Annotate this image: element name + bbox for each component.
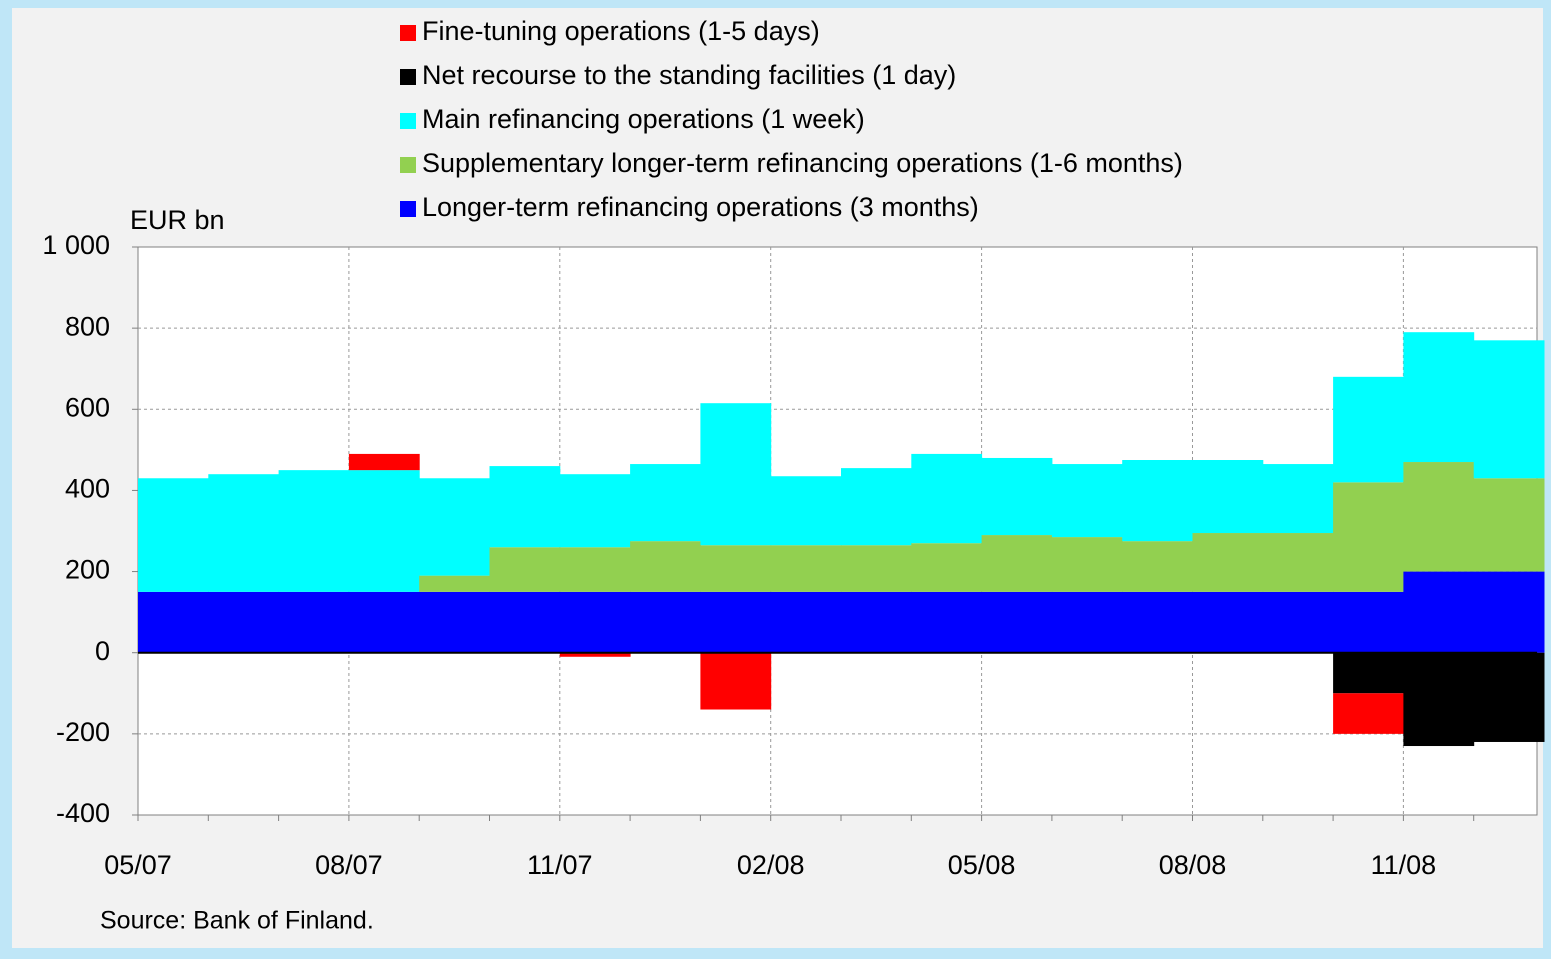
y-tick-label: 400 (65, 474, 110, 504)
bar-segment (1192, 533, 1264, 592)
bar-segment (559, 591, 631, 653)
bar-segment (559, 474, 631, 548)
bar-segment (1403, 652, 1475, 747)
x-tick-label: 02/08 (737, 850, 805, 880)
bar-segment (630, 591, 701, 653)
bar-segment (630, 464, 701, 542)
y-tick-label: 1 000 (42, 230, 110, 260)
bar-segment (700, 403, 772, 546)
y-axis-label: EUR bn (130, 205, 225, 235)
legend-swatch (400, 113, 416, 129)
bar-segment (770, 591, 842, 653)
bar-segment (1333, 652, 1404, 694)
bar-segment (1122, 541, 1193, 592)
bar-segment (841, 545, 912, 592)
bar-segment (559, 547, 631, 592)
legend-label: Main refinancing operations (1 week) (422, 104, 865, 134)
bar-segment (1192, 591, 1264, 653)
bar-segment (770, 545, 842, 592)
bar-segment (1192, 460, 1264, 534)
bar-segment (1473, 340, 1545, 479)
bar-segment (208, 474, 280, 592)
bar-segment (911, 591, 983, 653)
legend-swatch (400, 201, 416, 217)
legend-label: Supplementary longer-term refinancing op… (422, 148, 1183, 178)
bar-segment (1051, 537, 1123, 592)
bar-segment (348, 470, 420, 592)
bar-segment (348, 591, 420, 653)
bar-segment (208, 591, 280, 653)
bar-segment (1403, 571, 1475, 653)
bar-segment (278, 591, 350, 653)
bar-segment (700, 545, 772, 592)
bar-segment (1473, 652, 1545, 742)
x-tick-label: 08/07 (315, 850, 383, 880)
bar-segment (559, 652, 631, 657)
bar-segment (911, 453, 983, 544)
bar-segment (1473, 478, 1545, 572)
bar-segment (841, 468, 912, 546)
bar-segment (278, 470, 350, 592)
bar-segment (1333, 591, 1404, 653)
bar-segment (981, 457, 1053, 536)
bar-segment (1473, 571, 1545, 653)
source: Source: Bank of Finland. (100, 907, 374, 935)
y-tick-label: -200 (56, 717, 110, 747)
bar-segment (1122, 591, 1193, 653)
y-tick-label: 200 (65, 555, 110, 585)
x-tick-label: 08/08 (1159, 850, 1227, 880)
bar-segment (841, 591, 912, 653)
bar-segment (770, 476, 842, 546)
bar-segment (700, 652, 772, 710)
bar-segment (1403, 332, 1475, 463)
bar-segment (1403, 462, 1475, 572)
bar-segment (419, 575, 490, 592)
bar-segment (489, 466, 561, 548)
x-tick-label: 11/08 (1371, 850, 1437, 880)
bar-segment (911, 543, 983, 592)
bar-segment (1262, 533, 1334, 592)
x-tick-label: 05/07 (104, 850, 172, 880)
x-tick-label: 11/07 (527, 850, 593, 880)
legend-label: Net recourse to the standing facilities … (422, 60, 956, 90)
bar-segment (348, 453, 420, 471)
legend-swatch (400, 25, 416, 41)
bar-segment (1333, 482, 1404, 592)
bar-segment (1333, 376, 1404, 483)
legend-swatch (400, 157, 416, 173)
bar-segment (981, 535, 1053, 592)
y-tick-label: 600 (65, 392, 110, 422)
legend-label: Longer-term refinancing operations (3 mo… (422, 192, 979, 222)
bar-segment (630, 541, 701, 592)
legend-label: Fine-tuning operations (1-5 days) (422, 16, 820, 46)
bar-segment (1051, 591, 1123, 653)
x-tick-label: 05/08 (948, 850, 1016, 880)
bar-segment (1262, 464, 1334, 534)
bar-segment (1333, 693, 1404, 734)
bar-segment (700, 591, 772, 653)
y-tick-label: 0 (95, 636, 110, 666)
bar-segment (138, 478, 209, 592)
bar-segment (419, 478, 490, 576)
y-tick-label: 800 (65, 311, 110, 341)
y-tick-label: -400 (56, 798, 110, 828)
bar-segment (489, 591, 561, 653)
bar-segment (1051, 464, 1123, 538)
bar-segment (1262, 591, 1334, 653)
bar-segment (419, 591, 490, 653)
bar-segment (489, 547, 561, 592)
bar-segment (1122, 460, 1193, 542)
bar-segment (981, 591, 1053, 653)
legend-swatch (400, 69, 416, 85)
bar-segment (138, 591, 209, 653)
